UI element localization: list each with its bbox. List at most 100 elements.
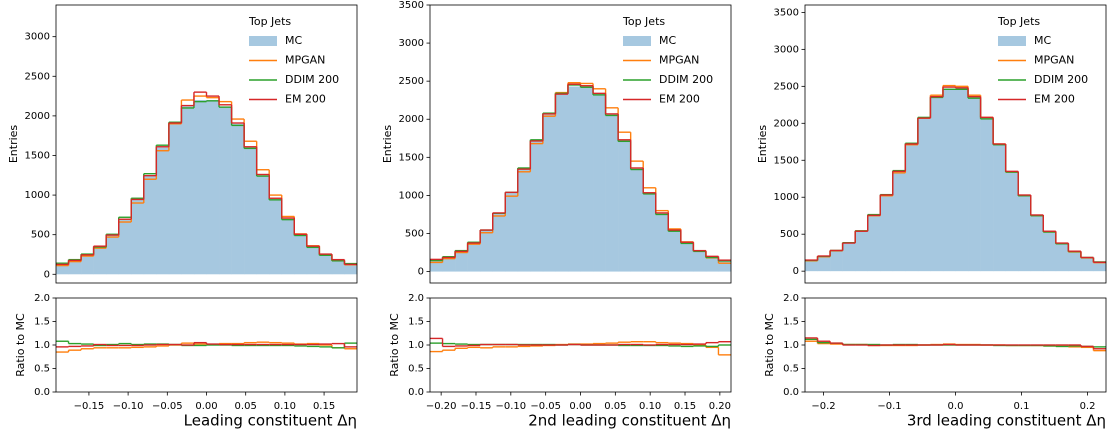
main-panel: 0 500 1000 1500 2000 2500 3000 3500 Entries Top J…	[381, 0, 732, 284]
hist-bar	[143, 175, 157, 275]
hist-bar	[106, 234, 120, 275]
series	[430, 341, 731, 356]
y-tick-label: 1.5	[408, 317, 424, 328]
legend: Top Jets MC MPGAN DDIM 200 EM 200	[997, 15, 1088, 106]
hist-bar	[618, 140, 631, 272]
hist-bar	[830, 251, 843, 272]
series	[430, 83, 731, 261]
y-tick-label: 500	[780, 229, 799, 240]
y-tick-label: 1500	[399, 152, 424, 163]
axes-frame	[429, 297, 732, 393]
y-tick-label: 1.5	[783, 317, 799, 328]
y-tick-label: 2500	[399, 76, 424, 87]
legend-label: MPGAN	[285, 54, 325, 67]
series	[805, 338, 1106, 348]
x-tick-label: −0.1	[877, 401, 901, 412]
legend-label: EM 200	[285, 93, 326, 106]
hist-bar	[842, 243, 856, 272]
hist-bar	[680, 242, 694, 272]
hist-bar	[1043, 231, 1057, 272]
hist-bar	[219, 106, 232, 275]
hist-bar	[643, 193, 657, 272]
x-tick-label: 0.1	[1014, 401, 1030, 412]
hist-bar	[942, 88, 956, 272]
x-tick-label: 0.00	[569, 401, 591, 412]
y-tick-label: 500	[31, 230, 50, 241]
y-tick-label: 0	[418, 267, 424, 278]
hist-bar	[344, 263, 358, 275]
y-tick-label: 3500	[399, 0, 424, 11]
hist-bar	[256, 175, 270, 275]
hist-bar	[306, 246, 320, 275]
x-tick-label: 0.15	[674, 401, 696, 412]
series	[56, 341, 357, 348]
y-tick-label: 500	[405, 228, 424, 239]
legend-label: MPGAN	[1034, 54, 1074, 67]
y-tick-label: 3000	[25, 32, 50, 43]
legend-label: DDIM 200	[1034, 73, 1088, 86]
axes-frame	[804, 4, 1107, 284]
hist-bar	[1018, 195, 1032, 272]
legend-label: EM 200	[659, 93, 700, 106]
legend: Top Jets MC MPGAN DDIM 200 EM 200	[622, 15, 713, 106]
y-axis-label: Entries	[381, 125, 394, 164]
hist-bar	[880, 195, 894, 272]
x-tick-label: 0.20	[709, 401, 731, 412]
hist-bar	[1080, 257, 1094, 272]
x-tick-label: −0.2	[811, 401, 835, 412]
ratio-panel: 0.0 0.5 1.0 1.5 2.0 −0.15 −0.10 −0.05 0.00 0.05 0.…	[14, 293, 358, 430]
y-axis-label: Entries	[7, 125, 20, 164]
hist-bar	[294, 234, 308, 275]
hist-bar	[68, 260, 82, 275]
y-tick-label: 1500	[25, 150, 50, 161]
y-axis-label: Ratio to MC	[14, 313, 27, 377]
legend-label: MC	[285, 34, 302, 47]
legend-label: MC	[1034, 34, 1051, 47]
hist-bar	[867, 214, 881, 272]
hist-bar	[455, 251, 468, 272]
y-tick-label: 2.0	[408, 293, 424, 304]
y-tick-label: 1.0	[783, 340, 799, 351]
legend: Top Jets MC MPGAN DDIM 200 EM 200	[248, 15, 339, 106]
legend-label: MPGAN	[659, 54, 699, 67]
x-tick-label: −0.15	[461, 401, 492, 412]
hist-bar	[968, 97, 981, 272]
axes-frame	[804, 297, 1107, 393]
y-tick-label: 2000	[774, 118, 799, 129]
hist-bar	[1005, 171, 1019, 272]
x-tick-label: −0.05	[530, 401, 561, 412]
main-panel: 0 500 1000 1500 2000 2500 3000 Entries Top Jets M…	[7, 4, 358, 284]
legend-label: DDIM 200	[285, 73, 339, 86]
hist-bar	[668, 230, 682, 272]
y-tick-label: 1.0	[34, 340, 50, 351]
hist-bar	[505, 193, 519, 272]
y-tick-label: 3000	[774, 44, 799, 55]
hist-bar	[980, 118, 994, 272]
y-tick-label: 2.0	[783, 293, 799, 304]
legend-label: EM 200	[1034, 93, 1075, 106]
hist-bar	[206, 100, 220, 275]
series	[430, 86, 732, 272]
x-tick-label: −0.10	[495, 401, 526, 412]
x-tick-label: −0.15	[74, 401, 105, 412]
series	[56, 91, 357, 266]
hist-bar	[517, 168, 531, 272]
hist-bar	[955, 88, 969, 272]
hist-bar	[281, 218, 295, 275]
y-tick-label: 1500	[774, 155, 799, 166]
hist-bar	[480, 230, 494, 272]
hist-bar	[892, 171, 906, 272]
series	[805, 88, 1107, 272]
hist-bar	[817, 257, 831, 272]
y-tick-label: 0	[44, 269, 50, 280]
hist-bar	[705, 257, 719, 272]
hist-bar	[655, 213, 669, 272]
legend-label: MC	[659, 34, 676, 47]
axes-frame	[429, 4, 732, 284]
hist-bar	[269, 199, 283, 275]
hist-bar	[93, 246, 107, 275]
hist-bar	[56, 263, 69, 275]
series	[430, 337, 731, 348]
y-tick-label: 2000	[399, 114, 424, 125]
